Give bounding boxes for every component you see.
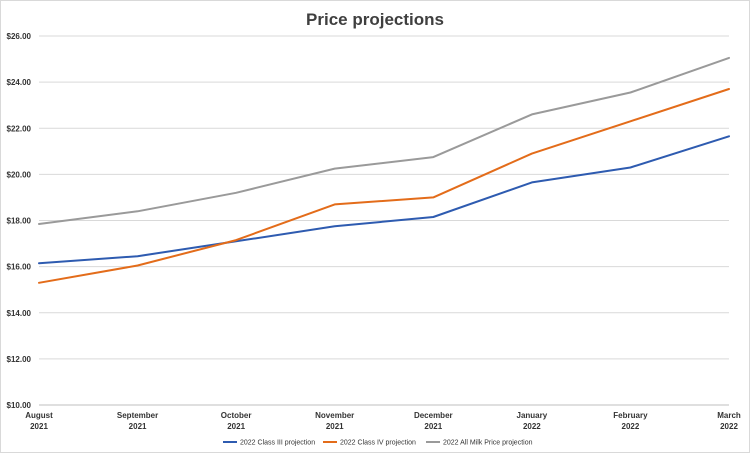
series-lines <box>38 56 730 284</box>
x-tick-year: 2021 <box>129 422 147 431</box>
x-tick-label: March 2022 <box>717 411 741 431</box>
x-tick-year: 2022 <box>523 422 541 431</box>
x-tick-year: 2021 <box>227 422 245 431</box>
legend-label: 2022 Class IV projection <box>340 440 416 447</box>
series-line-3 <box>38 56 730 225</box>
x-tick-label: December 2021 <box>414 411 453 431</box>
x-tick-year: 2021 <box>424 422 442 431</box>
gridlines <box>39 35 729 406</box>
y-tick-label: $12.00 <box>7 355 32 364</box>
legend-label: 2022 All Milk Price projection <box>443 440 533 447</box>
x-tick-month: January <box>517 411 548 420</box>
x-tick-label: October 2021 <box>221 411 252 431</box>
y-tick-label: $14.00 <box>7 309 32 318</box>
x-tick-month: November <box>315 411 354 420</box>
x-tick-month: October <box>221 411 252 420</box>
x-tick-label: November 2021 <box>315 411 354 431</box>
y-tick-label: $24.00 <box>7 78 32 87</box>
legend: 2022 Class III projection 2022 Class IV p… <box>223 440 533 447</box>
chart-title: Price projections <box>306 10 444 29</box>
x-axis-ticks: August2021September2021October2021Novemb… <box>25 411 741 431</box>
y-axis-ticks: $10.00 $12.00 $14.00 $16.00 $18.00 $20.00 $22.… <box>7 32 32 410</box>
x-tick-year: 2022 <box>720 422 738 431</box>
legend-label: 2022 Class III projection <box>240 440 315 447</box>
y-tick-label: $20.00 <box>7 170 32 179</box>
x-tick-month: August <box>25 411 53 420</box>
x-tick-label: January 2022 <box>517 411 548 431</box>
series-line-1 <box>38 135 730 265</box>
legend-item: 2022 Class III projection <box>223 440 315 447</box>
y-tick-label: $18.00 <box>7 217 32 226</box>
y-tick-label: $16.00 <box>7 263 32 272</box>
x-tick-month: March <box>717 411 741 420</box>
x-tick-year: 2021 <box>30 422 48 431</box>
y-tick-label: $10.00 <box>7 401 32 410</box>
x-tick-year: 2022 <box>622 422 640 431</box>
series-line-2 <box>38 88 730 284</box>
legend-item: 2022 Class IV projection <box>323 440 416 447</box>
x-tick-month: February <box>613 411 648 420</box>
x-tick-month: September <box>117 411 158 420</box>
x-tick-label: September 2021 <box>117 411 158 431</box>
y-tick-label: $22.00 <box>7 124 32 133</box>
x-tick-label: August 2021 <box>25 411 53 431</box>
x-tick-month: December <box>414 411 453 420</box>
x-tick-year: 2021 <box>326 422 344 431</box>
y-tick-label: $26.00 <box>7 32 32 41</box>
legend-item: 2022 All Milk Price projection <box>426 440 533 447</box>
x-tick-label: February 2022 <box>613 411 648 431</box>
